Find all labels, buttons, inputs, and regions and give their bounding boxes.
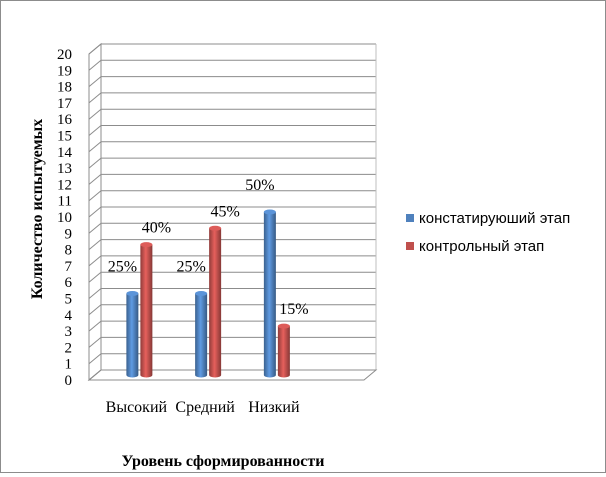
category-label: Высокий: [106, 399, 168, 416]
gridline-side: [88, 190, 102, 202]
y-tick-label: 12: [57, 177, 72, 193]
gridline-side: [88, 174, 102, 185]
y-axis-title: Количество испытуемых: [29, 119, 46, 299]
category-label: Низкий: [248, 399, 300, 416]
gridline-side: [88, 141, 102, 153]
gridline-side: [88, 157, 102, 169]
y-tick-label: 4: [65, 308, 73, 324]
bar-body: [195, 293, 208, 378]
bar-top: [209, 225, 222, 231]
legend-swatch: [406, 214, 414, 222]
floor: [87, 369, 378, 381]
data-label: 15%: [279, 301, 308, 318]
y-tick-label: 14: [57, 145, 73, 161]
gridline-side: [88, 108, 102, 120]
y-tick-label: 15: [57, 129, 72, 145]
bar-1-2: [277, 323, 290, 378]
gridline-side: [88, 125, 102, 136]
data-label: 50%: [245, 177, 274, 194]
y-tick-label: 5: [65, 292, 73, 308]
data-label: 25%: [176, 259, 205, 276]
gridline-side: [88, 255, 102, 267]
gridline-side: [88, 304, 102, 316]
bar-top: [126, 291, 139, 296]
gridline-side: [88, 59, 102, 71]
bar-top: [140, 242, 153, 248]
bar-body: [277, 326, 290, 378]
y-tick-label: 7: [65, 259, 73, 275]
category-labels: Высокий Средний Низкий: [106, 399, 300, 416]
y-tick-label: 20: [57, 47, 72, 63]
y-tick-label: 19: [57, 63, 72, 79]
gridline-side: [88, 288, 102, 299]
bar-body: [140, 244, 153, 378]
gridline-side: [88, 76, 102, 87]
bar-0-1: [195, 291, 208, 378]
y-tick-label: 18: [57, 80, 72, 96]
x-axis-title: Уровень сформированности: [122, 453, 325, 470]
legend-swatch: [406, 242, 414, 250]
gridline-side: [88, 353, 102, 365]
gridline-side: [88, 92, 102, 104]
y-tick-label: 2: [65, 340, 73, 356]
y-tick-label: 10: [57, 210, 72, 226]
bar-body: [263, 212, 276, 378]
gridline-side: [88, 337, 102, 348]
y-tick-label: 16: [57, 112, 73, 128]
bar-1-1: [209, 225, 222, 378]
y-tick-label: 17: [57, 96, 73, 112]
y-tick-label: 9: [65, 226, 73, 242]
y-tick-label: 11: [58, 194, 72, 210]
bar-top: [195, 291, 208, 296]
gridline-side: [88, 222, 102, 234]
bars: [126, 209, 290, 378]
bar-top: [277, 323, 290, 329]
data-labels: 25% 40% 25% 45% 50% 15%: [108, 177, 309, 318]
y-tick-label: 8: [65, 243, 73, 259]
bar-top: [263, 209, 276, 215]
y-tick-label: 0: [65, 373, 73, 389]
y-tick-label: 3: [65, 324, 73, 340]
gridline-side: [88, 320, 102, 332]
legend-label: контрольный этап: [419, 238, 544, 255]
y-tick-label: 6: [65, 275, 73, 291]
gridline-side: [88, 239, 102, 250]
legend-label: констатируюший этап: [419, 210, 570, 227]
bar-0-2: [263, 209, 276, 378]
y-tick-label: 1: [65, 357, 73, 373]
category-label: Средний: [175, 399, 235, 416]
bar-body: [126, 293, 139, 378]
data-label: 40%: [142, 220, 171, 237]
bar-0-0: [126, 291, 139, 378]
bar-1-0: [140, 242, 153, 378]
data-label: 25%: [108, 259, 137, 276]
legend: констатируюший этап контрольный этап: [406, 210, 570, 255]
gridline-side: [88, 206, 102, 218]
data-label: 45%: [210, 203, 239, 220]
chart-walls: [87, 42, 378, 382]
bar-body: [209, 228, 222, 378]
gridline-side: [88, 271, 102, 283]
y-tick-label: 13: [57, 161, 72, 177]
